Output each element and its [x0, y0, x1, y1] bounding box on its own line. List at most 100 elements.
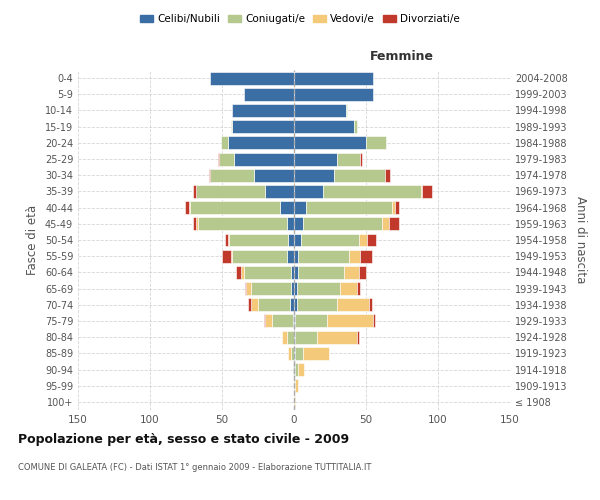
Bar [190, 201, 280, 214]
Bar [287, 330, 294, 344]
Bar [359, 266, 366, 279]
Bar [358, 330, 359, 344]
Y-axis label: Anni di nascita: Anni di nascita [574, 196, 587, 284]
Bar [232, 104, 294, 117]
Bar [232, 250, 287, 262]
Bar [294, 330, 295, 344]
Bar [287, 218, 294, 230]
Bar [251, 298, 258, 311]
Bar [244, 88, 294, 101]
Bar [294, 379, 295, 392]
Bar [294, 282, 297, 295]
Bar [211, 72, 294, 85]
Bar [382, 218, 389, 230]
Bar [293, 363, 294, 376]
Bar [291, 266, 294, 279]
Bar [209, 169, 211, 181]
Bar [245, 282, 247, 295]
Bar [298, 266, 344, 279]
Bar [294, 152, 337, 166]
Bar [291, 347, 294, 360]
Bar [258, 298, 290, 311]
Bar [290, 298, 294, 311]
Bar [366, 136, 386, 149]
Bar [265, 314, 272, 328]
Bar [302, 218, 382, 230]
Bar [294, 88, 373, 101]
Bar [294, 72, 373, 85]
Bar [373, 314, 374, 328]
Bar [295, 347, 302, 360]
Bar [288, 347, 291, 360]
Bar [244, 266, 291, 279]
Bar [185, 201, 189, 214]
Bar [293, 314, 294, 328]
Bar [337, 152, 360, 166]
Bar [389, 218, 399, 230]
Bar [302, 347, 329, 360]
Bar [395, 201, 399, 214]
Bar [297, 282, 340, 295]
Bar [291, 282, 294, 295]
Bar [288, 234, 294, 246]
Bar [218, 152, 219, 166]
Bar [225, 234, 228, 246]
Bar [230, 120, 232, 133]
Y-axis label: Fasce di età: Fasce di età [26, 205, 39, 275]
Bar [228, 234, 229, 246]
Bar [297, 298, 337, 311]
Bar [294, 314, 295, 328]
Bar [360, 250, 372, 262]
Bar [221, 136, 228, 149]
Bar [251, 282, 291, 295]
Bar [197, 218, 287, 230]
Bar [219, 152, 233, 166]
Bar [229, 234, 288, 246]
Bar [196, 185, 265, 198]
Bar [294, 136, 366, 149]
Bar [337, 298, 369, 311]
Bar [301, 234, 359, 246]
Bar [421, 185, 422, 198]
Bar [233, 152, 294, 166]
Bar [305, 201, 392, 214]
Bar [358, 282, 360, 295]
Bar [294, 298, 297, 311]
Bar [392, 201, 395, 214]
Bar [294, 185, 323, 198]
Bar [295, 379, 298, 392]
Bar [294, 266, 298, 279]
Bar [265, 185, 294, 198]
Bar [264, 314, 265, 328]
Bar [294, 234, 301, 246]
Bar [230, 250, 232, 262]
Bar [334, 169, 385, 181]
Bar [359, 234, 367, 246]
Bar [211, 169, 254, 181]
Bar [294, 347, 295, 360]
Bar [360, 152, 362, 166]
Text: COMUNE DI GALEATA (FC) - Dati ISTAT 1° gennaio 2009 - Elaborazione TUTTITALIA.IT: COMUNE DI GALEATA (FC) - Dati ISTAT 1° g… [18, 462, 371, 471]
Bar [196, 218, 197, 230]
Bar [241, 266, 244, 279]
Bar [294, 104, 346, 117]
Bar [344, 266, 359, 279]
Bar [247, 282, 251, 295]
Bar [222, 250, 230, 262]
Bar [236, 266, 241, 279]
Bar [317, 330, 358, 344]
Bar [323, 185, 421, 198]
Bar [193, 218, 196, 230]
Bar [295, 330, 317, 344]
Bar [280, 201, 294, 214]
Bar [283, 330, 287, 344]
Bar [232, 120, 294, 133]
Text: Popolazione per età, sesso e stato civile - 2009: Popolazione per età, sesso e stato civil… [18, 432, 349, 446]
Bar [294, 218, 302, 230]
Bar [189, 201, 190, 214]
Bar [193, 185, 196, 198]
Bar [327, 314, 373, 328]
Bar [346, 104, 347, 117]
Legend: Celibi/Nubili, Coniugati/e, Vedovi/e, Divorziati/e: Celibi/Nubili, Coniugati/e, Vedovi/e, Di… [136, 10, 464, 29]
Bar [422, 185, 432, 198]
